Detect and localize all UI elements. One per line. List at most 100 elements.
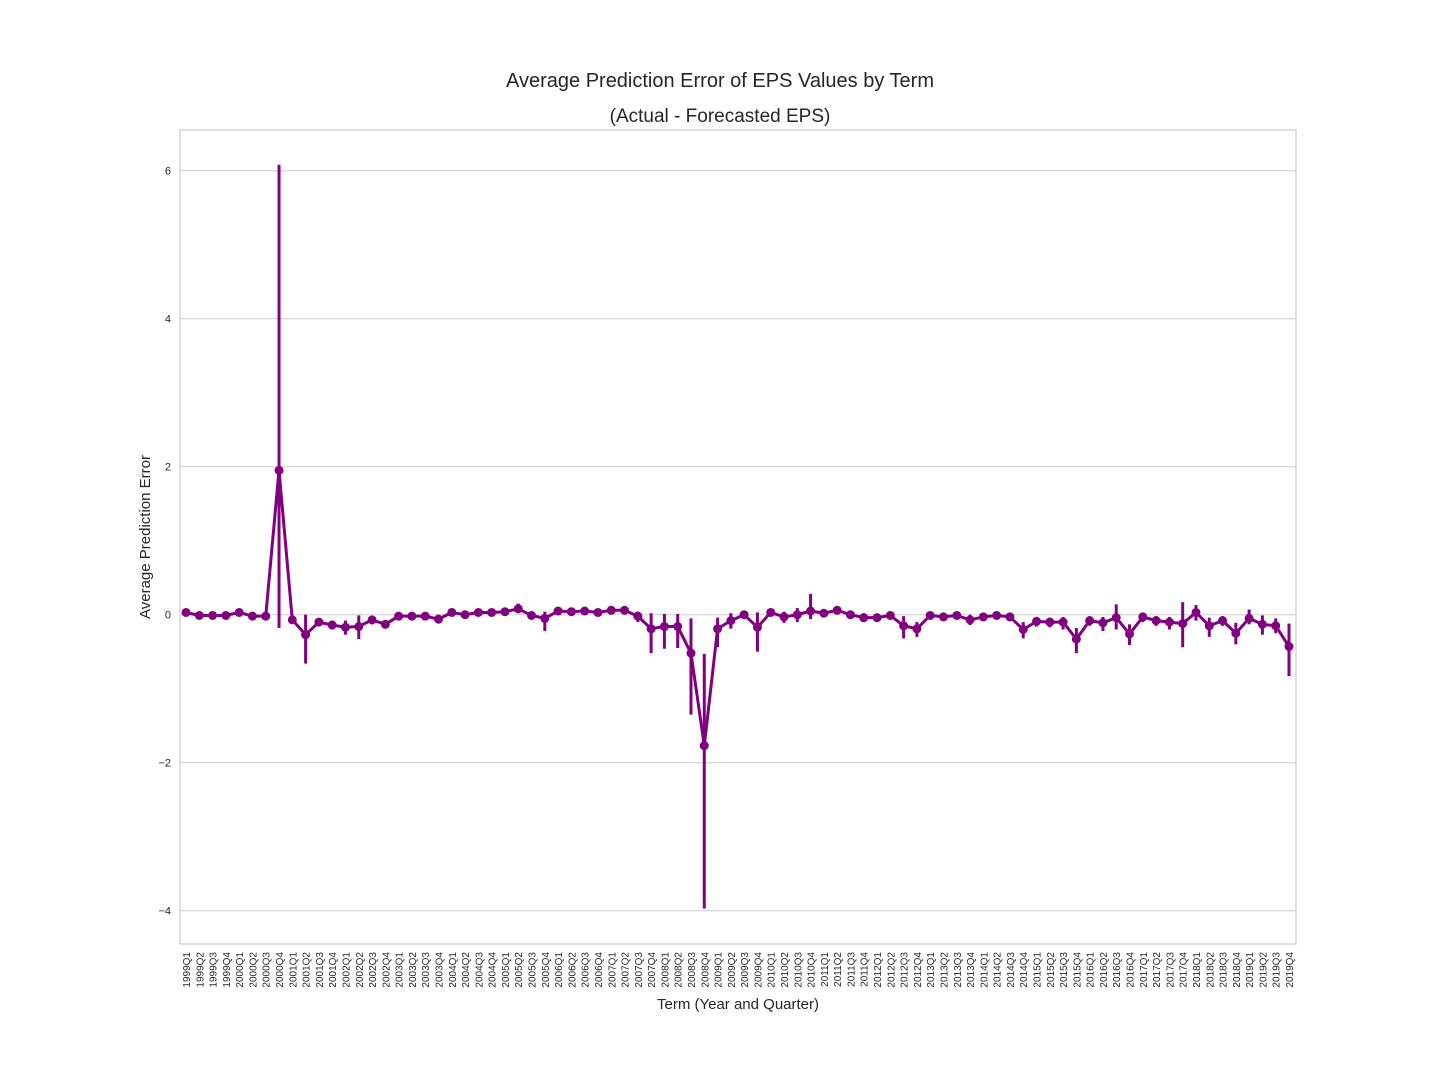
x-tick-label: 2006Q2 xyxy=(567,952,578,988)
data-point xyxy=(1178,619,1188,629)
data-point xyxy=(287,615,297,625)
x-tick-label: 1999Q4 xyxy=(222,952,233,988)
x-tick-label: 2003Q2 xyxy=(408,952,419,988)
data-point xyxy=(819,608,829,618)
data-point xyxy=(726,616,736,626)
data-point xyxy=(713,624,723,634)
data-point xyxy=(1071,634,1081,644)
y-tick-label: 2 xyxy=(165,462,171,474)
data-point xyxy=(938,612,948,622)
y-tick-label: 0 xyxy=(165,610,171,622)
data-point xyxy=(447,607,457,617)
x-tick-label: 2019Q3 xyxy=(1272,952,1283,988)
x-tick-label: 2000Q4 xyxy=(275,952,286,988)
y-axis-label: Average Prediction Error xyxy=(137,455,154,619)
y-tick-labels: −4 −2 0 2 4 6 xyxy=(158,166,171,918)
y-tick-label: 4 xyxy=(165,314,171,326)
y-tick-label: 6 xyxy=(165,166,171,178)
data-point xyxy=(394,611,404,621)
x-tick-label: 2016Q4 xyxy=(1126,952,1137,988)
x-tick-label: 2012Q1 xyxy=(873,952,884,988)
data-point xyxy=(580,606,590,616)
x-tick-label: 2010Q1 xyxy=(767,952,778,988)
data-point xyxy=(407,611,417,621)
data-point xyxy=(899,621,909,631)
x-tick-label: 2010Q2 xyxy=(780,952,791,988)
data-point xyxy=(367,615,377,625)
x-tick-label: 2008Q2 xyxy=(674,952,685,988)
data-point xyxy=(593,607,603,617)
data-point xyxy=(314,617,324,627)
x-tick-label: 2008Q3 xyxy=(687,952,698,988)
x-tick-label: 2016Q1 xyxy=(1086,952,1097,988)
x-tick-label: 2005Q4 xyxy=(541,952,552,988)
x-tick-label: 2007Q3 xyxy=(634,952,645,988)
x-tick-label: 2014Q3 xyxy=(1006,952,1017,988)
data-point xyxy=(872,613,882,623)
x-tick-label: 2005Q2 xyxy=(514,952,525,988)
data-point xyxy=(1058,617,1068,627)
x-tick-label: 2007Q2 xyxy=(621,952,632,988)
x-tick-label: 2013Q3 xyxy=(953,952,964,988)
data-point xyxy=(1085,616,1095,626)
x-tick-label: 2001Q3 xyxy=(315,952,326,988)
data-point xyxy=(487,607,497,617)
data-point xyxy=(247,611,257,621)
data-point xyxy=(1111,613,1121,623)
data-point xyxy=(739,610,749,620)
x-tick-label: 2010Q3 xyxy=(793,952,804,988)
series-line xyxy=(185,468,1291,748)
x-tick-label: 2018Q2 xyxy=(1205,952,1216,988)
data-point xyxy=(792,610,802,620)
x-tick-label: 1999Q1 xyxy=(182,952,193,988)
data-point xyxy=(885,610,895,620)
chart-title: Average Prediction Error of EPS Values b… xyxy=(506,70,934,92)
data-point xyxy=(912,624,922,634)
data-point xyxy=(1191,607,1201,617)
x-tick-label: 2001Q4 xyxy=(328,952,339,988)
data-point xyxy=(686,648,696,658)
x-tick-label: 2004Q4 xyxy=(488,952,499,988)
x-tick-label: 2001Q2 xyxy=(302,952,313,988)
data-point xyxy=(527,610,537,620)
x-tick-label: 2011Q4 xyxy=(860,952,871,987)
data-point xyxy=(1125,629,1135,639)
data-point xyxy=(234,607,244,617)
data-point xyxy=(806,606,816,616)
error-bars xyxy=(184,164,1291,909)
x-tick-label: 2017Q2 xyxy=(1152,952,1163,988)
x-tick-label: 1999Q3 xyxy=(209,952,220,988)
x-tick-label: 2011Q2 xyxy=(833,952,844,987)
data-point xyxy=(500,607,510,617)
data-point xyxy=(340,622,350,632)
data-point xyxy=(845,610,855,620)
x-tick-label: 2005Q1 xyxy=(501,952,512,988)
x-tick-label: 2006Q4 xyxy=(594,952,605,988)
x-tick-label: 2002Q3 xyxy=(368,952,379,988)
x-tick-label: 2000Q1 xyxy=(235,952,246,988)
x-tick-label: 2012Q4 xyxy=(913,952,924,988)
data-point xyxy=(832,605,842,615)
data-point xyxy=(859,613,869,623)
data-point xyxy=(620,605,630,615)
data-point xyxy=(633,611,643,621)
x-tick-label: 2013Q2 xyxy=(939,952,950,988)
x-tick-label: 2017Q1 xyxy=(1139,952,1150,988)
data-point xyxy=(1231,628,1241,638)
x-tick-label: 2009Q2 xyxy=(727,952,738,988)
data-point xyxy=(1138,612,1148,622)
x-tick-label: 2008Q1 xyxy=(660,952,671,988)
x-tick-label: 2003Q4 xyxy=(434,952,445,988)
x-tick-label: 2015Q2 xyxy=(1046,952,1057,988)
x-tick-label: 2002Q4 xyxy=(381,952,392,988)
data-point xyxy=(327,620,337,630)
data-point xyxy=(221,610,231,620)
data-point xyxy=(699,741,709,751)
data-point xyxy=(460,610,470,620)
data-point xyxy=(301,630,311,640)
data-point xyxy=(566,607,576,617)
data-point xyxy=(1204,621,1214,631)
x-tick-label: 2003Q3 xyxy=(421,952,432,988)
data-point xyxy=(659,622,669,632)
